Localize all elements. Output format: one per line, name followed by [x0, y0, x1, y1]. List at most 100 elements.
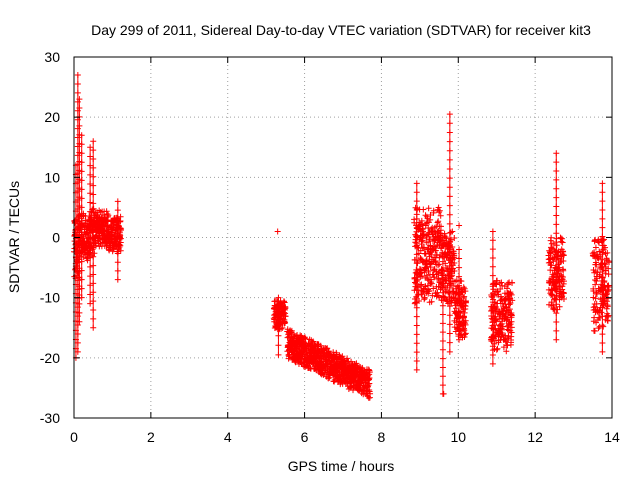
- y-tick-label: -10: [40, 290, 60, 306]
- data-point: [446, 248, 453, 255]
- data-point: [604, 288, 611, 295]
- data-point: [90, 147, 97, 154]
- data-point: [446, 275, 453, 282]
- data-point: [117, 235, 124, 242]
- data-point: [413, 269, 420, 276]
- data-point: [87, 171, 94, 178]
- data-point: [446, 156, 453, 163]
- data-point: [599, 269, 606, 276]
- data-point: [449, 228, 456, 235]
- data-point: [461, 327, 468, 334]
- data-point: [414, 276, 421, 283]
- data-point: [78, 159, 85, 166]
- data-point: [87, 291, 94, 298]
- data-point: [446, 211, 453, 218]
- data-point: [489, 299, 496, 306]
- data-point: [439, 329, 446, 336]
- data-point: [591, 328, 598, 335]
- data-point: [446, 193, 453, 200]
- data-point: [507, 290, 514, 297]
- data-point: [366, 369, 373, 376]
- data-point: [603, 291, 610, 298]
- data-point: [548, 291, 555, 298]
- data-point: [491, 321, 498, 328]
- data-point: [494, 345, 501, 352]
- data-point: [324, 345, 331, 352]
- data-point: [553, 310, 560, 317]
- data-point: [446, 239, 453, 246]
- data-point: [553, 150, 560, 157]
- data-point: [440, 390, 447, 397]
- data-point: [553, 301, 560, 308]
- data-point: [425, 268, 432, 275]
- data-point: [78, 213, 85, 220]
- data-point: [425, 205, 432, 212]
- data-point: [599, 189, 606, 196]
- data-point: [600, 237, 607, 244]
- data-point: [428, 298, 435, 305]
- data-point: [90, 244, 97, 251]
- data-point: [456, 246, 463, 253]
- data-point: [436, 207, 443, 214]
- data-point: [420, 206, 427, 213]
- data-point: [456, 282, 463, 289]
- data-point: [439, 258, 446, 265]
- data-point: [497, 286, 504, 293]
- data-point: [592, 295, 599, 302]
- data-point: [78, 231, 85, 238]
- data-point: [489, 272, 496, 279]
- data-point: [553, 239, 560, 246]
- data-point: [439, 311, 446, 318]
- data-point: [78, 240, 85, 247]
- data-point: [553, 247, 560, 254]
- data-point: [118, 225, 125, 232]
- data-point: [353, 360, 360, 367]
- data-point: [508, 312, 515, 319]
- data-point: [90, 209, 97, 216]
- data-point: [593, 290, 600, 297]
- data-point: [413, 206, 420, 213]
- data-point: [114, 233, 121, 240]
- data-point: [461, 309, 468, 316]
- data-point: [76, 309, 83, 316]
- data-point: [599, 215, 606, 222]
- data-point: [419, 221, 426, 228]
- data-point: [446, 111, 453, 118]
- data-point: [413, 340, 420, 347]
- data-point: [78, 195, 85, 202]
- data-point: [413, 215, 420, 222]
- data-point: [426, 287, 433, 294]
- data-point: [281, 298, 288, 305]
- data-point: [114, 259, 121, 266]
- data-point: [547, 250, 554, 257]
- data-point: [74, 339, 81, 346]
- data-point: [76, 300, 83, 307]
- data-points: [71, 72, 613, 402]
- data-point: [74, 348, 81, 355]
- data-point: [90, 262, 97, 269]
- data-point: [436, 209, 443, 216]
- data-point: [603, 298, 610, 305]
- data-point: [446, 129, 453, 136]
- data-point: [553, 221, 560, 228]
- data-point: [87, 282, 94, 289]
- data-point: [504, 342, 511, 349]
- data-point: [508, 318, 515, 325]
- data-point: [437, 212, 444, 219]
- data-point: [421, 244, 428, 251]
- data-point: [553, 203, 560, 210]
- data-point: [599, 251, 606, 258]
- chart-title: Day 299 of 2011, Sidereal Day-to-day VTE…: [91, 22, 591, 38]
- data-point: [90, 280, 97, 287]
- data-point: [446, 330, 453, 337]
- data-point: [84, 230, 91, 237]
- data-point: [508, 291, 515, 298]
- data-point: [499, 331, 506, 338]
- data-point: [90, 155, 97, 162]
- data-point: [366, 380, 373, 387]
- data-point: [78, 141, 85, 148]
- data-point: [493, 346, 500, 353]
- x-tick-label: 10: [450, 429, 466, 445]
- data-point: [600, 323, 607, 330]
